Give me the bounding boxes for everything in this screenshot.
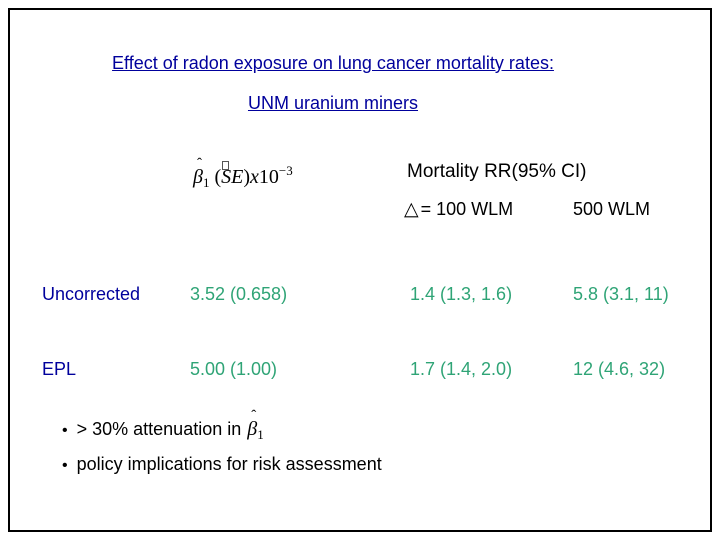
page-title: Effect of radon exposure on lung cancer …: [112, 53, 554, 73]
bullet-marker: •: [62, 422, 68, 439]
epl-rr-500wlm: 12 (4.6, 32): [573, 359, 666, 379]
box-artifact-icon: [222, 161, 230, 170]
base-ten: 10: [258, 166, 279, 188]
beta-hat-inline: ˆ β1: [247, 408, 264, 442]
bullet-policy: • policy implications for risk assessment: [62, 454, 382, 474]
epl-beta-se: 5.00 (1.00): [190, 359, 278, 379]
col-header-500wlm: 500 WLM: [573, 199, 651, 219]
beta-subscript: 1: [202, 175, 210, 190]
hat-accent: ˆ: [197, 156, 202, 172]
uncorrected-rr-500wlm: 5.8 (3.1, 11): [573, 284, 669, 304]
row-label-uncorrected: Uncorrected: [42, 284, 141, 304]
col-header-100wlm: △ = 100 WLM: [404, 199, 514, 220]
se-e-symbol: E: [231, 166, 244, 188]
beta-se-formula: ˆ β1 (SE)x10−3: [193, 156, 293, 190]
uncorrected-rr-100wlm: 1.4 (1.3, 1.6): [410, 284, 513, 304]
row-label-epl: EPL: [42, 359, 77, 379]
exponent: −3: [278, 163, 293, 178]
mortality-rr-header: Mortality RR(95% CI): [407, 161, 587, 182]
delta-triangle-icon: △: [404, 199, 419, 220]
epl-rr-100wlm: 1.7 (1.4, 2.0): [410, 359, 513, 379]
uncorrected-beta-se: 3.52 (0.658): [190, 284, 288, 304]
bullet-attenuation: • > 30% attenuation in ˆ β1: [62, 408, 264, 442]
bullet-marker: •: [62, 457, 68, 474]
times-x: x: [250, 166, 259, 188]
page-subtitle: UNM uranium miners: [247, 93, 419, 113]
se-s-symbol: S: [221, 161, 231, 189]
